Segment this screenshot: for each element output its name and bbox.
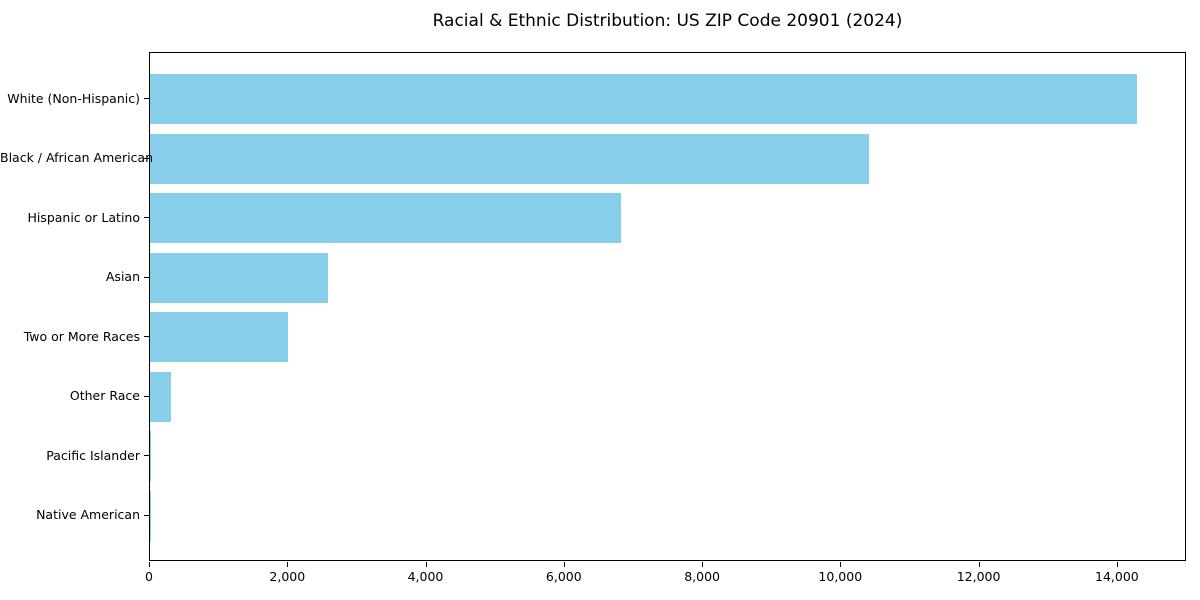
x-tick-label: 6,000 xyxy=(545,569,582,584)
y-tick-mark xyxy=(144,336,149,337)
x-tick-mark xyxy=(149,562,150,567)
x-tick-label: 10,000 xyxy=(818,569,863,584)
bar xyxy=(150,490,151,541)
y-tick-label: Black / African American xyxy=(0,150,154,165)
x-tick-mark xyxy=(840,562,842,567)
x-tick-label: 0 xyxy=(145,569,153,584)
x-tick-label: 2,000 xyxy=(269,569,306,584)
bar xyxy=(150,133,869,184)
x-tick-label: 14,000 xyxy=(1095,569,1139,584)
y-tick-label: Other Race xyxy=(69,388,140,403)
y-tick-label: Two or More Races xyxy=(23,328,140,344)
x-tick-mark xyxy=(1116,562,1118,567)
y-tick-mark xyxy=(144,217,149,218)
plot-area xyxy=(149,52,1186,561)
bar xyxy=(150,371,172,422)
y-tick-label: Native American xyxy=(36,507,140,522)
x-tick-label: 4,000 xyxy=(407,569,444,584)
x-tick-mark xyxy=(702,562,704,567)
x-tick-mark xyxy=(287,562,289,567)
x-tick-label: 12,000 xyxy=(956,569,1001,584)
y-tick-mark xyxy=(144,276,149,278)
x-tick-label: 8,000 xyxy=(684,569,720,584)
y-tick-label: White (Non-Hispanic) xyxy=(7,90,140,106)
x-tick-mark xyxy=(563,562,565,567)
bar xyxy=(150,74,1137,124)
y-tick-mark xyxy=(144,455,149,456)
y-tick-mark xyxy=(144,514,149,516)
x-tick-mark xyxy=(425,562,427,567)
y-tick-label: Pacific Islander xyxy=(46,447,140,463)
y-tick-mark xyxy=(144,98,149,99)
y-tick-mark xyxy=(144,395,149,397)
bar xyxy=(150,312,289,362)
bar xyxy=(150,193,621,243)
chart-title: Racial & Ethnic Distribution: US ZIP Cod… xyxy=(432,11,903,31)
x-tick-mark xyxy=(978,562,980,567)
y-tick-label: Asian xyxy=(105,269,140,284)
y-tick-label: Hispanic or Latino xyxy=(27,209,140,225)
bar xyxy=(150,431,152,481)
bar xyxy=(150,252,328,303)
y-tick-mark xyxy=(144,157,149,159)
